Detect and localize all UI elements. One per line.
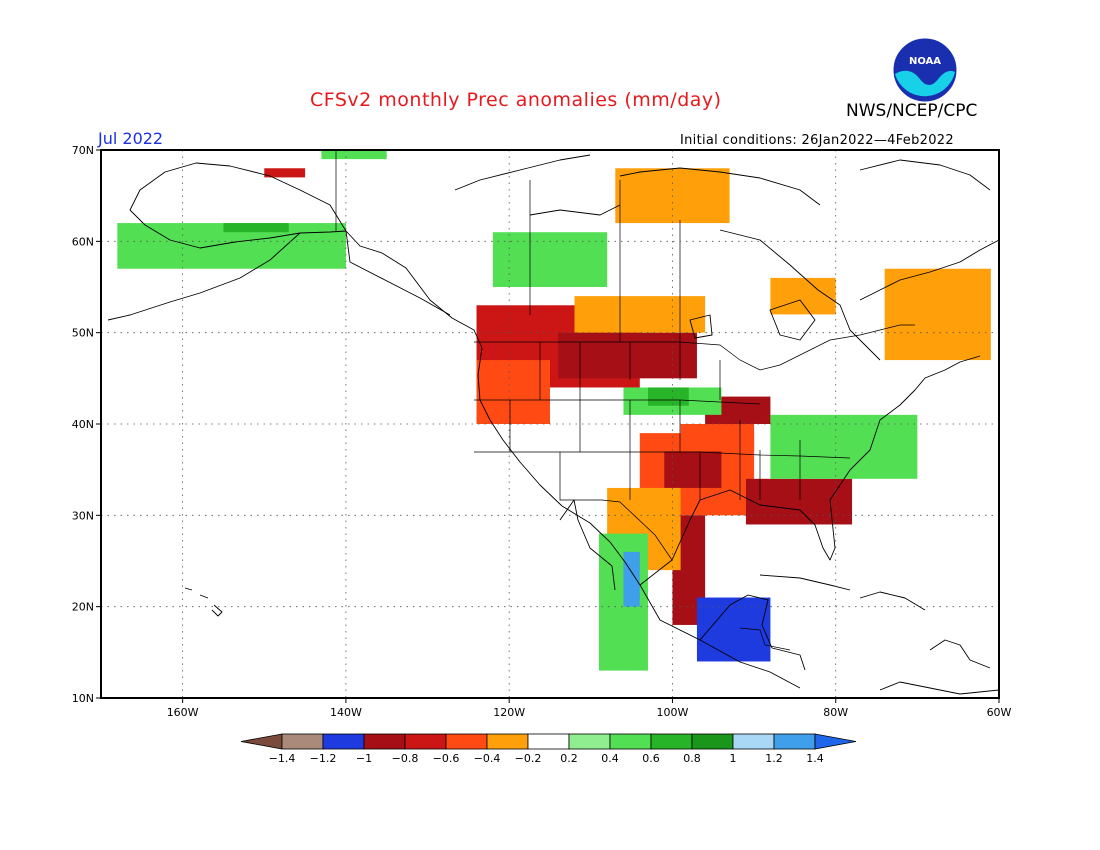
lon-tick-label: 120W (493, 706, 525, 719)
anomaly-cell (321, 150, 387, 160)
colorbar-swatch (322, 733, 365, 750)
lon-tick-label: 80W (823, 706, 848, 719)
org-label: NWS/NCEP/CPC (846, 101, 978, 121)
colorbar-swatch (404, 733, 447, 750)
colorbar-label: −0.6 (433, 752, 460, 765)
anomaly-cell (476, 360, 550, 424)
colorbar-label: −1.2 (310, 752, 337, 765)
anomaly-cell (770, 277, 836, 315)
colorbar-arrow-high (814, 733, 857, 750)
lon-tick-label: 100W (657, 706, 689, 719)
anomaly-cell (770, 414, 918, 479)
lat-tick-label: 60N (72, 235, 94, 248)
colorbar-label: 0.8 (683, 752, 701, 765)
colorbar-swatch (568, 733, 611, 750)
anomaly-cells (117, 150, 991, 671)
lat-tick-label: 30N (72, 509, 94, 522)
lat-lon-grid (101, 150, 999, 698)
colorbar-swatch (363, 733, 406, 750)
political-borders (335, 150, 915, 651)
colorbar-label: −0.8 (392, 752, 419, 765)
lat-tick-label: 70N (72, 144, 94, 157)
valid-month: Jul 2022 (98, 129, 164, 148)
noaa-logo-icon: NOAA (893, 38, 957, 102)
anomaly-cell (574, 296, 706, 333)
colorbar: −1.4 −1.2 −1 −0.8 −0.6 −0.4 −0.2 0.2 0.4 0.6 0.8 1 1… (240, 733, 857, 765)
lon-tick-label: 160W (167, 706, 199, 719)
colorbar-label: −1 (356, 752, 372, 765)
lon-tick-label: 60W (987, 706, 1012, 719)
initial-conditions: Initial conditions: 26Jan2022—4Feb2022 (680, 133, 954, 148)
colorbar-label: −0.2 (515, 752, 542, 765)
colorbar-swatch (691, 733, 734, 750)
anomaly-cell (223, 223, 289, 233)
colorbar-swatch (773, 733, 816, 750)
colorbar-label: −0.4 (474, 752, 501, 765)
svg-text:NOAA: NOAA (909, 56, 941, 67)
colorbar-swatch (609, 733, 652, 750)
anomaly-cell (696, 597, 771, 662)
anomaly-cell (884, 268, 991, 361)
axis-ticks: 70N 60N 50N 40N 30N 20N 10N 160W 140W 120W 100W 80W… (72, 144, 1012, 719)
colorbar-label: 1.4 (806, 752, 824, 765)
anomaly-cell (680, 424, 755, 452)
colorbar-label: 0.4 (601, 752, 619, 765)
colorbar-swatch (281, 733, 324, 750)
colorbar-label: −1.4 (269, 752, 296, 765)
colorbar-swatch (445, 733, 488, 750)
colorbar-arrow-low (240, 733, 283, 750)
anomaly-cell (492, 232, 608, 287)
anomaly-cell (647, 387, 689, 406)
anomaly-cell (558, 332, 697, 379)
anomaly-cell (664, 451, 722, 488)
colorbar-label: 0.2 (560, 752, 578, 765)
lon-tick-label: 140W (330, 706, 362, 719)
colorbar-swatch (527, 733, 570, 750)
chart-title: CFSv2 monthly Prec anomalies (mm/day) (310, 89, 722, 111)
colorbar-swatch (650, 733, 693, 750)
colorbar-label: 1.2 (765, 752, 783, 765)
lat-tick-label: 50N (72, 327, 94, 340)
anomaly-cell (623, 551, 640, 607)
colorbar-swatch (486, 733, 529, 750)
lat-tick-label: 40N (72, 418, 94, 431)
anomaly-cell (745, 478, 853, 525)
colorbar-label: 1 (730, 752, 737, 765)
colorbar-label: 0.6 (642, 752, 660, 765)
colorbar-swatch (732, 733, 775, 750)
lat-tick-label: 20N (72, 601, 94, 614)
anomaly-cell (264, 168, 306, 178)
lat-tick-label: 10N (72, 692, 94, 705)
